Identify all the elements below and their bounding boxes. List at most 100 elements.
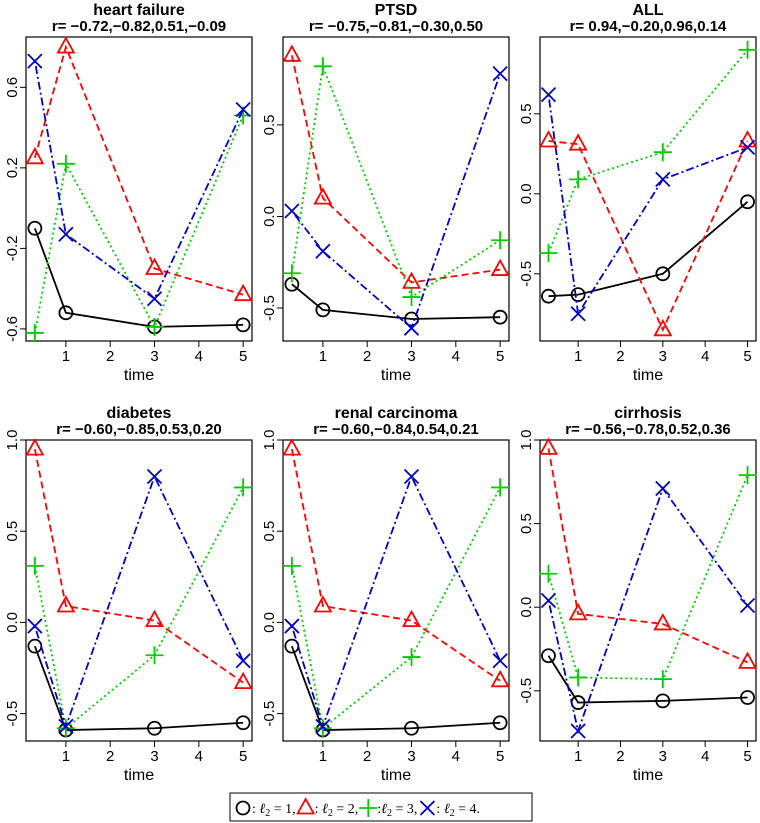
data-point: [402, 648, 421, 667]
data-point: [568, 133, 588, 151]
x-axis-label: time: [381, 367, 411, 384]
data-point: [146, 291, 163, 307]
x-tick-label: 4: [701, 348, 709, 365]
data-point: [313, 187, 333, 205]
data-point: [233, 671, 253, 690]
data-point: [282, 556, 301, 575]
chart-title: ALL: [632, 2, 663, 19]
chart-subtitle: r= −0.60,−0.84,0.54,0.21: [313, 421, 479, 438]
series-line: [290, 448, 501, 682]
x-tick-label: 4: [452, 748, 460, 765]
data-point: [539, 564, 558, 583]
data-point: [655, 171, 671, 188]
x-tick-label: 2: [106, 348, 114, 365]
data-point: [315, 718, 331, 735]
plot-frame: [282, 439, 510, 742]
x-axis-label: time: [124, 367, 154, 384]
x-tick-label: 4: [701, 748, 709, 765]
y-tick-label: -0.2: [4, 235, 21, 261]
plot-frame: [539, 36, 757, 342]
series-line: [548, 140, 749, 332]
x-tick-label: 3: [150, 348, 158, 365]
series-line: [547, 49, 749, 254]
x-tick-label: 1: [62, 748, 70, 765]
data-point: [655, 693, 671, 709]
data-point: [58, 718, 74, 735]
data-point: [403, 468, 420, 485]
y-tick-label: -0.5: [518, 261, 535, 287]
data-point: [401, 271, 422, 289]
y-tick-label: -0.5: [518, 678, 535, 704]
chart-title: diabetes: [107, 405, 172, 422]
data-point: [25, 556, 44, 575]
data-point: [58, 305, 74, 321]
x-tick-label: 2: [363, 748, 371, 765]
series-line: [291, 474, 501, 730]
x-tick-label: 2: [616, 748, 624, 765]
data-point: [27, 618, 43, 634]
data-point: [569, 668, 588, 687]
y-tick-label: 1.0: [261, 430, 278, 451]
data-point: [56, 595, 76, 613]
series-line: [291, 645, 501, 731]
data-point: [147, 720, 162, 736]
data-point: [234, 478, 253, 497]
series-line: [291, 73, 501, 330]
series-line: [547, 486, 749, 735]
data-point: [144, 257, 165, 275]
y-tick-label: 1.0: [518, 430, 535, 451]
legend-symbol: [419, 800, 436, 816]
x-tick-label: 5: [743, 348, 751, 365]
x-axis-label: time: [633, 367, 663, 384]
chart-subtitle: r= −0.75,−0.81,−0.30,0.50: [309, 18, 483, 35]
y-tick-label: 0.6: [4, 77, 21, 98]
data-point: [58, 226, 74, 242]
data-point: [568, 603, 588, 621]
data-point: [570, 287, 586, 303]
x-tick-label: 5: [239, 748, 247, 765]
data-point: [27, 53, 43, 69]
data-point: [653, 143, 672, 162]
x-axis-label: time: [124, 767, 154, 784]
x-tick-label: 4: [195, 348, 203, 365]
x-tick-label: 5: [239, 348, 247, 365]
y-tick-label: 0.0: [4, 612, 21, 633]
data-point: [541, 648, 556, 664]
y-tick-label: 1.0: [4, 430, 21, 451]
x-tick-label: 1: [319, 348, 327, 365]
x-tick-label: 5: [496, 748, 504, 765]
data-point: [538, 130, 558, 148]
data-point: [570, 306, 586, 322]
data-point: [738, 466, 757, 485]
y-tick-label: -0.5: [261, 701, 278, 727]
data-point: [655, 266, 671, 282]
chart-title: renal carcinoma: [335, 405, 458, 422]
series-line: [547, 448, 748, 664]
y-tick-label: -0.5: [4, 701, 21, 727]
series-line: [290, 487, 501, 730]
y-tick-label: 0.5: [261, 114, 278, 135]
x-tick-label: 3: [407, 348, 415, 365]
plot-frame: [25, 36, 253, 342]
chart-title: heart failure: [93, 2, 185, 19]
data-point: [402, 288, 421, 307]
chart-subtitle: r= −0.60,−0.85,0.53,0.20: [56, 421, 222, 438]
x-tick-label: 5: [496, 348, 504, 365]
data-point: [56, 36, 76, 54]
data-point: [284, 618, 300, 634]
data-point: [653, 318, 673, 337]
series-line: [33, 115, 244, 334]
legend-entry: : ℓ2 = 1,: [252, 802, 296, 819]
data-point: [145, 317, 164, 336]
data-point: [25, 146, 45, 165]
x-tick-label: 3: [150, 748, 158, 765]
data-point: [315, 302, 331, 318]
chart-subtitle: r= 0.94,−0.20,0.96,0.14: [570, 18, 727, 35]
data-point: [540, 86, 557, 103]
data-point: [738, 40, 757, 59]
plot-frame: [25, 439, 253, 742]
series-line: [34, 227, 244, 328]
